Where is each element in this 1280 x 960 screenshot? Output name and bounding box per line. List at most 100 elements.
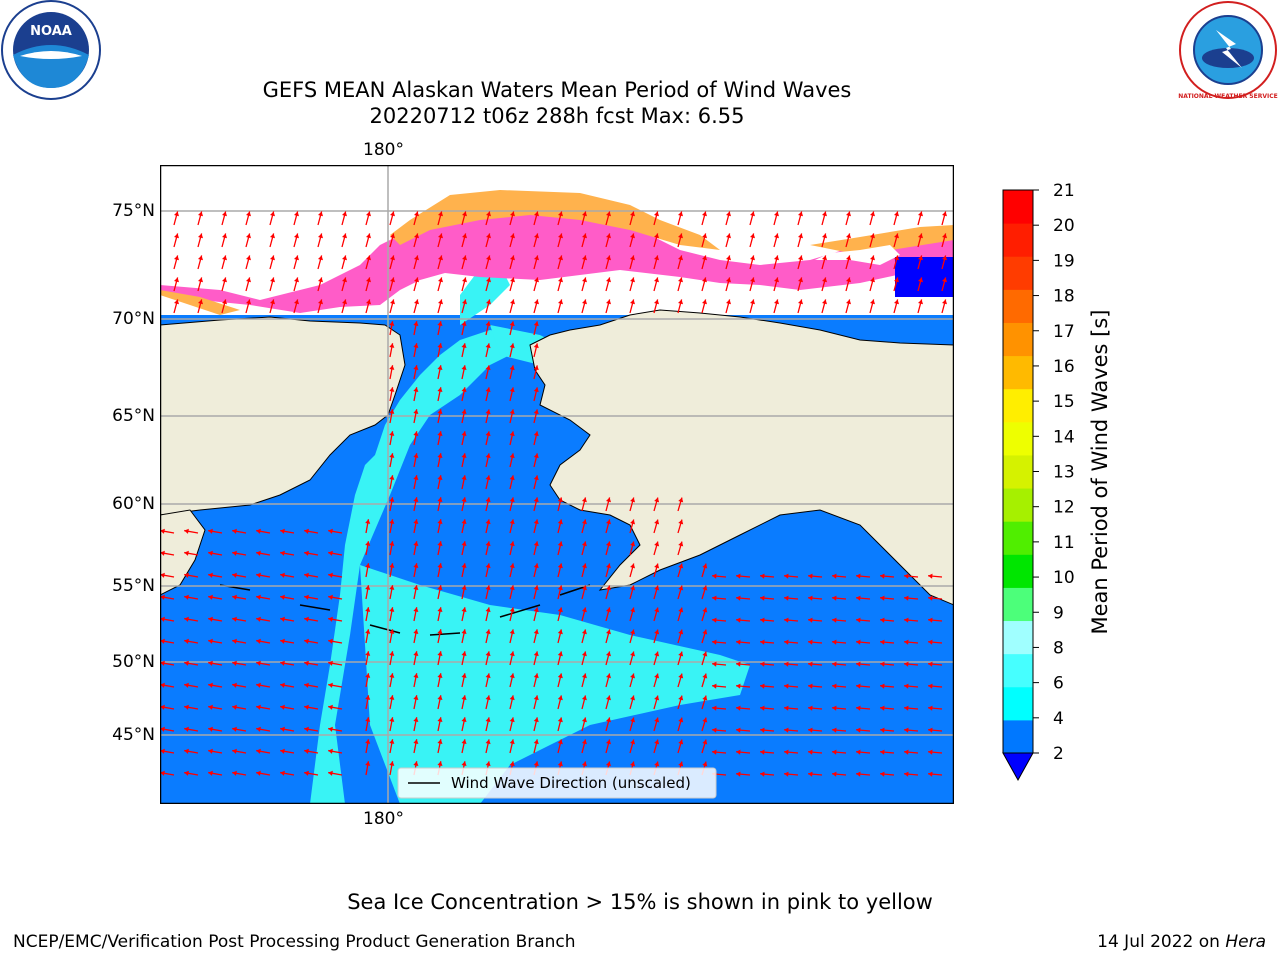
wind-wave-arrowhead [437,739,443,744]
wind-wave-arrowhead [270,255,276,261]
wind-wave-arrowhead [486,211,492,217]
wind-wave-arrowhead [184,572,189,578]
wind-wave-arrowhead [174,233,180,239]
wind-wave-arrowhead [365,673,371,678]
wind-wave-arrowhead [486,277,492,283]
wind-wave-arrowhead [808,749,813,755]
wind-wave-arrowhead [461,717,467,723]
wind-wave-arrowhead [413,497,419,502]
wind-wave-arrowhead [389,541,395,546]
wind-wave-arrowhead [365,607,371,612]
wind-wave-arrowhead [485,761,491,767]
wind-wave-arrowhead [712,705,717,711]
wind-wave-arrowhead [581,717,587,723]
wind-wave-arrowhead [485,651,491,657]
wind-wave-arrowhead [509,563,515,569]
wind-wave-arrowhead [461,673,467,679]
wind-wave-arrowhead [437,717,443,722]
wind-wave-arrowhead [160,550,165,556]
wind-wave-arrowhead [918,277,924,283]
wind-wave-arrowhead [390,255,396,261]
wind-wave-arrowhead [413,475,419,480]
wind-wave-arrowhead [328,660,333,666]
wind-wave-arrowhead [654,299,660,305]
map-panel: Wind Wave Direction (unscaled) [160,165,954,804]
wind-wave-arrowhead [856,595,861,601]
wind-wave-arrowhead [270,277,276,283]
wind-wave-arrowhead [712,595,717,601]
wind-wave-arrowhead [342,299,348,305]
wind-wave-arrowhead [413,343,419,348]
wind-wave-arrowhead [750,255,756,261]
wind-wave-arrowhead [461,563,467,569]
wind-wave-arrowhead [510,277,516,283]
colorbar-segment [1003,322,1033,357]
wind-wave-arrowhead [232,550,237,556]
wind-wave-arrowhead [942,299,948,305]
wind-wave-arrowhead [413,387,419,392]
wind-wave-arrowhead [509,651,515,657]
wind-wave-arrowhead [726,299,732,305]
wind-wave-arrowhead [304,660,309,666]
wind-wave-arrowhead [630,541,636,547]
wind-wave-arrowhead [630,563,636,569]
colorbar-segment [1003,454,1033,489]
wind-wave-arrowhead [184,616,189,622]
lat-label-75: 75°N [112,201,155,221]
wind-wave-arrowhead [509,673,515,679]
wind-wave-arrowhead [654,563,660,569]
wind-wave-arrowhead [904,573,909,579]
wind-wave-arrowhead [533,629,539,635]
wind-wave-arrowhead [870,233,876,239]
wind-wave-arrowhead [654,255,660,261]
wind-wave-arrowhead [485,585,491,591]
wind-wave-arrowhead [509,761,515,767]
wind-wave-arrowhead [678,607,684,613]
wind-wave-arrowhead [678,673,684,679]
wind-wave-arrowhead [437,761,443,766]
wind-wave-arrowhead [928,595,933,601]
wind-wave-arrowhead [413,607,419,612]
branch-credit: NCEP/EMC/Verification Post Processing Pr… [13,932,576,952]
wind-wave-arrowhead [654,519,660,525]
wind-wave-arrowhead [774,277,780,283]
wind-wave-arrowhead [365,541,371,546]
wind-wave-arrowhead [702,255,708,261]
wind-wave-arrowhead [630,497,636,503]
wind-wave-arrowhead [581,585,587,591]
wind-wave-arrowhead [702,717,708,723]
wind-wave-arrowhead [198,277,204,283]
wind-wave-arrowhead [246,299,252,305]
wind-wave-arrowhead [808,705,813,711]
colorbar-tick-label: 20 [1053,216,1075,236]
wind-wave-arrowhead [856,573,861,579]
wind-wave-arrowhead [198,299,204,305]
wind-wave-arrowhead [702,211,708,217]
colorbar-segment [1003,190,1033,224]
wind-wave-arrowhead [232,616,237,622]
wind-wave-arrowhead [918,211,924,217]
wind-wave-arrowhead [437,651,443,656]
wind-wave-arrowhead [760,749,765,755]
wind-wave-arrowhead [280,748,285,754]
wind-wave-arrowhead [904,727,909,733]
wind-wave-arrowhead [389,321,395,326]
wind-wave-arrowhead [736,595,741,601]
lat-label-60: 60°N [112,494,155,514]
wind-wave-arrowhead [318,255,324,261]
wind-wave-arrowhead [390,277,396,283]
wind-wave-arrowhead [328,726,333,732]
wind-wave-arrowhead [280,572,285,578]
wind-wave-arrowhead [328,528,333,534]
wind-wave-arrowhead [366,233,372,239]
wind-wave-arrowhead [270,233,276,239]
wind-wave-arrowhead [712,573,717,579]
wind-wave-arrowhead [365,695,371,700]
wind-wave-arrowhead [942,277,948,283]
wind-wave-arrowhead [160,682,165,688]
wind-wave-arrowhead [606,211,612,217]
wind-wave-arrowhead [726,255,732,261]
wind-wave-arrowhead [232,572,237,578]
wind-wave-arrowhead [678,717,684,723]
wind-wave-arrowhead [389,387,395,392]
